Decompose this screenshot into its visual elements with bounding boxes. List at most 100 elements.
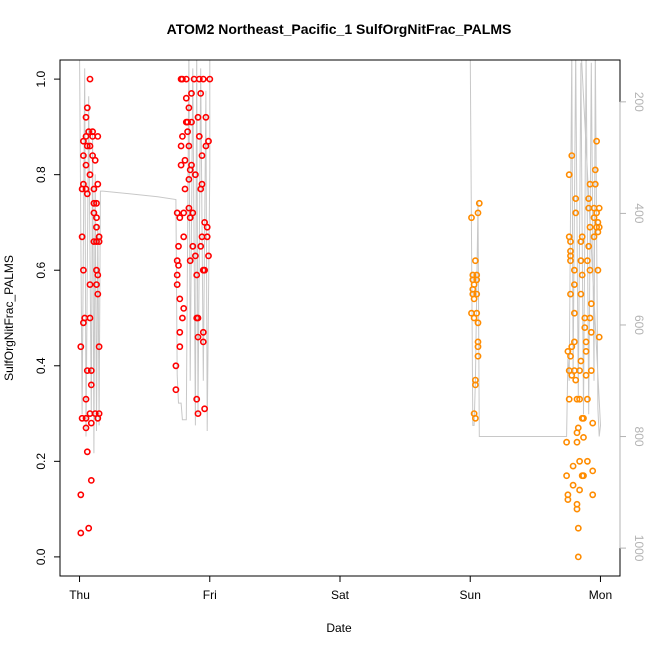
data-point xyxy=(195,75,203,83)
data-point xyxy=(78,414,86,422)
data-point xyxy=(90,185,98,193)
data-point xyxy=(176,214,184,222)
data-point xyxy=(184,128,191,136)
data-point xyxy=(576,486,583,494)
data-point xyxy=(584,457,591,465)
data-point xyxy=(471,414,479,422)
data-point xyxy=(94,180,102,188)
data-point xyxy=(199,75,207,83)
data-point xyxy=(185,142,193,150)
data-point xyxy=(182,94,190,102)
data-point xyxy=(564,496,572,503)
data-point xyxy=(568,152,576,159)
data-point xyxy=(188,90,195,97)
data-point xyxy=(80,152,87,159)
data-point xyxy=(572,195,580,202)
data-point xyxy=(572,376,580,384)
data-point xyxy=(567,238,574,245)
data-point xyxy=(87,419,95,427)
data-point xyxy=(577,357,585,365)
data-point xyxy=(595,333,603,341)
data-point xyxy=(574,553,582,561)
x-tick-label: Sun xyxy=(460,588,481,602)
data-point xyxy=(573,438,581,446)
data-point xyxy=(569,481,577,489)
data-point xyxy=(189,242,197,250)
data-point xyxy=(185,175,193,183)
data-point xyxy=(94,132,102,140)
data-point xyxy=(87,381,95,389)
data-point xyxy=(589,467,597,475)
data-point xyxy=(93,238,100,245)
data-point xyxy=(572,209,580,217)
altitude-line xyxy=(79,60,602,454)
y-tick-label: 0.2 xyxy=(34,453,48,470)
data-point xyxy=(83,104,91,112)
data-point xyxy=(173,209,181,217)
data-point xyxy=(470,281,478,288)
data-point xyxy=(191,252,199,260)
data-point xyxy=(471,381,479,389)
data-point xyxy=(86,142,94,150)
data-point xyxy=(176,343,184,351)
y-tick-label: 0.0 xyxy=(34,548,48,565)
data-point xyxy=(195,132,203,140)
data-point xyxy=(188,118,195,126)
data-point xyxy=(203,223,211,231)
data-point xyxy=(93,223,100,231)
data-point xyxy=(77,491,85,499)
data-point xyxy=(194,113,202,121)
data-point xyxy=(582,371,590,379)
data-point xyxy=(563,438,570,446)
data-point xyxy=(194,410,202,417)
data-point xyxy=(82,424,90,432)
x-tick-label: Thu xyxy=(69,588,90,602)
data-point xyxy=(581,324,589,331)
data-point xyxy=(471,257,479,265)
data-point xyxy=(473,309,481,317)
right-tick-label: 1000 xyxy=(632,535,646,562)
data-point xyxy=(571,309,578,317)
data-point xyxy=(87,367,95,374)
data-point xyxy=(587,300,595,308)
data-point xyxy=(201,266,208,274)
data-point xyxy=(180,209,188,217)
data-point xyxy=(95,343,103,351)
data-point xyxy=(565,171,573,179)
data-point xyxy=(578,233,586,241)
data-point xyxy=(82,395,90,403)
data-point xyxy=(180,304,188,312)
data-point xyxy=(470,314,478,322)
chart-title: ATOM2 Northeast_Pacific_1 SulfOrgNitFrac… xyxy=(167,21,512,37)
data-point xyxy=(474,338,482,346)
data-point xyxy=(95,410,103,417)
data-point xyxy=(173,281,181,288)
right-tick-label: 200 xyxy=(632,92,646,112)
data-point xyxy=(203,233,211,241)
data-point xyxy=(82,113,90,121)
data-point xyxy=(80,266,87,274)
data-point xyxy=(86,314,94,322)
x-tick-label: Fri xyxy=(203,588,217,602)
data-point xyxy=(587,367,595,374)
data-point xyxy=(194,333,202,341)
data-point xyxy=(475,199,483,207)
x-tick-label: Mon xyxy=(589,588,612,602)
data-point xyxy=(181,185,189,193)
data-point xyxy=(586,314,594,322)
data-point xyxy=(594,266,602,274)
data-point xyxy=(181,156,189,164)
data-point xyxy=(574,524,582,532)
data-point xyxy=(589,419,597,427)
y-tick-label: 0.4 xyxy=(34,357,48,374)
data-point xyxy=(567,257,574,265)
data-point xyxy=(189,209,197,217)
data-point xyxy=(595,204,603,212)
data-point xyxy=(82,132,90,140)
data-point xyxy=(197,90,205,97)
data-point xyxy=(473,276,481,284)
data-point xyxy=(591,166,599,174)
data-point xyxy=(580,414,587,422)
data-point xyxy=(567,352,574,360)
data-point xyxy=(205,252,212,260)
